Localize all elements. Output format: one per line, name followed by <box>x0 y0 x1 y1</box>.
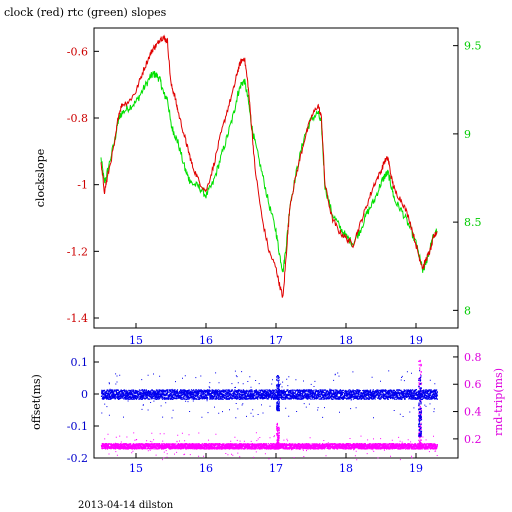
top-y-axis-label: clockslope <box>34 149 47 207</box>
top-y2-tick-label: 9.5 <box>464 40 482 53</box>
bottom-x-tick-label: 15 <box>129 462 143 475</box>
top-y-tick-label: -0.8 <box>67 112 88 125</box>
top-y-tick-label: -1.4 <box>67 312 88 325</box>
top-y2-tick-label: 8.5 <box>464 216 482 229</box>
bottom-y-axis-label: offset(ms) <box>30 374 43 430</box>
bottom-x-tick-label: 17 <box>269 462 283 475</box>
top-x-tick-label: 17 <box>269 334 283 347</box>
bottom-x-tick-label: 19 <box>409 462 423 475</box>
bottom-plot-frame <box>93 345 459 459</box>
bottom-x-tick-label: 18 <box>339 462 353 475</box>
bottom-y-tick-label: -0.2 <box>67 452 88 465</box>
bottom-x-tick-label: 16 <box>199 462 213 475</box>
bottom-y-tick-label: -0.1 <box>67 420 88 433</box>
top-panel: 15 16 17 18 19 -0.6 -0.8 -1 -1.2 -1.4 9.5 9 8.5 8 cloc… <box>34 27 482 347</box>
top-x-tick-label: 15 <box>129 334 143 347</box>
bottom-y-tick-label: 0 <box>81 388 88 401</box>
series-points-offset <box>100 370 439 437</box>
bottom-y-tick-label: 0.1 <box>71 356 89 369</box>
top-x-tick-label: 19 <box>409 334 423 347</box>
footer-label: 2013-04-14 dilston <box>78 500 174 511</box>
top-x-tick-label: 18 <box>339 334 353 347</box>
series-points-rnd-trip <box>100 359 439 461</box>
top-x-tick-label: 16 <box>199 334 213 347</box>
top-y-tick-label: -1 <box>77 179 88 192</box>
top-y-tick-label: -0.6 <box>67 45 88 58</box>
bottom-y2-tick-label: 0.6 <box>464 378 482 391</box>
series-line-rtc <box>100 70 438 273</box>
bottom-y2-tick-label: 0.8 <box>464 351 482 364</box>
top-y-tick-label: -1.2 <box>67 245 88 258</box>
bottom-panel: 15 16 17 18 19 0.1 0 -0.1 -0.2 0.8 0.6 0.4 0.2 offset… <box>30 345 505 475</box>
top-plot-frame <box>93 27 459 329</box>
bottom-y2-tick-label: 0.2 <box>464 433 482 446</box>
bottom-y2-axis-label: rnd-trip(ms) <box>492 368 505 436</box>
series-line-clock <box>100 34 438 298</box>
chart-title: clock (red) rtc (green) slopes <box>4 6 167 19</box>
top-y2-tick-label: 8 <box>464 304 471 317</box>
top-y2-tick-label: 9 <box>464 128 471 141</box>
bottom-y2-tick-label: 0.4 <box>464 406 482 419</box>
